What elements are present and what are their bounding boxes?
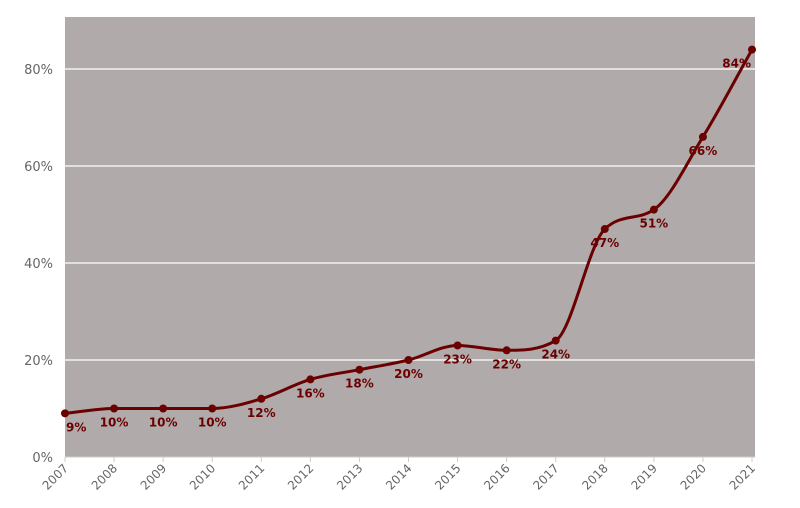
data-label: 12% [247, 406, 276, 420]
data-point [208, 404, 217, 413]
data-label: 22% [492, 357, 521, 371]
y-tick-label: 0% [32, 451, 53, 466]
data-label: 16% [296, 386, 325, 400]
data-labels: 9% 10% 10% 10% 12% 16% 18% 20% 23% 22% 24% 47% 51% 66… [66, 57, 751, 435]
data-label: 9% [66, 420, 86, 434]
data-label: 47% [590, 236, 619, 250]
y-tick-label: 80% [24, 63, 53, 78]
x-tick-label: 2018 [579, 461, 610, 492]
data-label: 84% [722, 57, 751, 71]
x-tick-label: 2013 [334, 461, 365, 492]
y-tick-label: 40% [24, 257, 53, 272]
x-axis: 2007 2008 2009 2010 2011 2012 2013 2014 2015 2016… [40, 456, 758, 493]
data-point [698, 132, 707, 141]
data-point [404, 356, 413, 364]
data-point [61, 409, 69, 418]
data-point [748, 45, 756, 54]
x-tick-label: 2021 [727, 461, 758, 492]
data-point [159, 404, 168, 413]
plot-area [65, 17, 755, 457]
y-axis: 0% 20% 40% 60% 80% [24, 63, 53, 466]
x-tick-label: 2016 [481, 461, 512, 492]
data-label: 23% [443, 352, 472, 366]
data-point [355, 365, 364, 374]
data-point [551, 336, 560, 345]
y-tick-label: 60% [24, 160, 53, 175]
data-label: 66% [689, 144, 718, 158]
data-label: 24% [541, 348, 570, 362]
data-points [61, 45, 756, 418]
data-point [649, 205, 658, 214]
data-label: 10% [149, 416, 178, 430]
x-tick-label: 2008 [89, 461, 120, 492]
x-tick-label: 2017 [530, 461, 561, 492]
data-point [600, 225, 609, 234]
x-tick-label: 2010 [187, 461, 218, 492]
y-tick-label: 20% [24, 354, 53, 369]
x-tick-label: 2015 [432, 461, 463, 492]
data-point [453, 341, 462, 350]
data-point [502, 346, 511, 355]
x-tick-label: 2020 [678, 461, 709, 492]
x-tick-label: 2009 [138, 461, 169, 492]
data-label: 20% [394, 367, 423, 381]
x-tick-label: 2019 [628, 461, 659, 492]
data-point [306, 375, 315, 384]
data-point [257, 394, 266, 403]
data-label: 10% [198, 416, 227, 430]
data-point [110, 404, 119, 413]
x-tick-label: 2012 [285, 461, 316, 492]
data-label: 18% [345, 377, 374, 391]
x-tick-label: 2014 [383, 461, 414, 492]
data-label: 51% [639, 217, 668, 231]
x-tick-label: 2011 [236, 461, 267, 492]
data-label: 10% [100, 416, 129, 430]
